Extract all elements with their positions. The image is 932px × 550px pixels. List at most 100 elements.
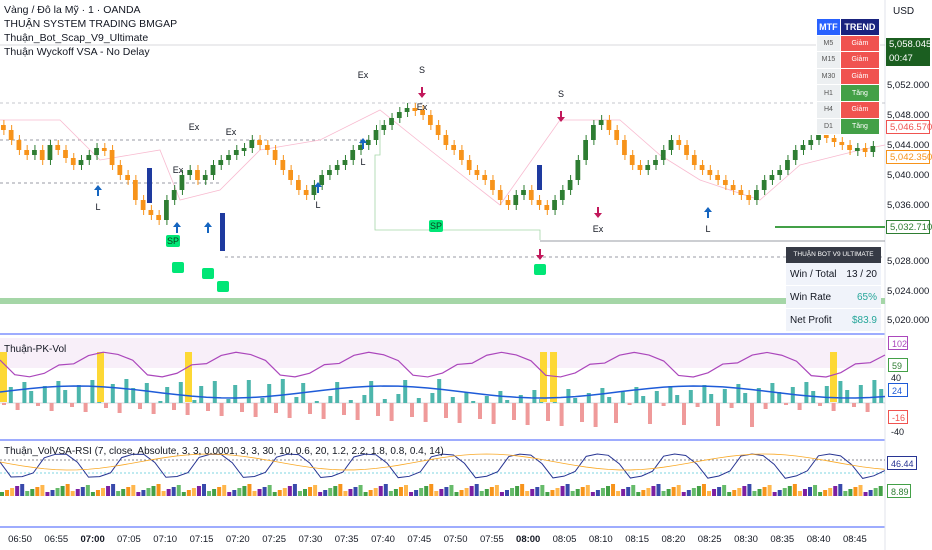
histogram-bar	[566, 389, 571, 403]
candle-body	[676, 140, 682, 145]
vsa-bar	[454, 492, 459, 496]
vsa-bar	[848, 489, 853, 496]
candle-body	[249, 140, 255, 148]
trend-cell: Giảm	[839, 34, 881, 53]
candle-body	[164, 200, 169, 220]
vsa-bar	[747, 484, 752, 496]
candle-body	[722, 180, 728, 185]
indicator1-title[interactable]: Thuận-PK-Vol	[4, 344, 67, 355]
candle-body	[854, 148, 860, 151]
price-tag-red: 5,046.570	[886, 120, 932, 134]
vsa-bar	[656, 484, 661, 496]
symbol-title[interactable]: Vàng / Đô la Mỹ · 1 · OANDA	[4, 4, 141, 16]
ind2-value: 8.89	[887, 484, 911, 498]
histogram-bar	[770, 383, 775, 403]
histogram-bar	[573, 398, 578, 403]
vsa-bar	[691, 488, 696, 496]
time-tick: 07:25	[262, 534, 286, 545]
vsa-bar	[222, 485, 227, 496]
currency-label[interactable]: USD	[893, 6, 915, 17]
win-rate-label: Win Rate	[790, 292, 832, 303]
candle-body	[226, 155, 231, 160]
candle-body	[637, 165, 643, 170]
vsa-bar	[797, 491, 802, 496]
histogram-bar	[457, 403, 462, 423]
histogram-bar	[478, 403, 482, 419]
vsa-bar	[515, 486, 520, 496]
vsa-bar	[90, 492, 95, 496]
vsa-bar	[136, 492, 141, 496]
indicator-legend[interactable]: Thuận_Bot_Scap_V9_Ultimate	[4, 32, 149, 44]
vsa-bar	[141, 490, 146, 496]
vsa-bar	[489, 487, 494, 496]
candle-body	[319, 175, 325, 185]
candle-body	[381, 125, 387, 130]
candle-body	[63, 150, 68, 158]
vsa-bar	[121, 489, 126, 496]
candle-body	[233, 150, 239, 155]
candle-body	[140, 200, 146, 210]
histogram-bar	[110, 384, 115, 403]
histogram-bar	[267, 384, 272, 403]
current-price-tag: 5,058.045	[886, 38, 931, 52]
vsa-bar	[863, 492, 868, 496]
vsa-bar	[464, 488, 469, 496]
candle-body	[171, 190, 177, 200]
vsa-histogram	[0, 484, 883, 496]
candle-body	[47, 145, 53, 160]
histogram-bar	[280, 379, 285, 403]
histogram-spike	[540, 352, 547, 402]
vsa-bar	[510, 488, 515, 496]
vsa-bar	[772, 492, 777, 496]
indicator-legend[interactable]: THUẬN SYSTEM TRADING BMGAP	[4, 18, 178, 30]
trend-header: TREND	[839, 18, 881, 36]
candle-body	[39, 150, 45, 160]
sell-arrow-icon	[557, 111, 565, 122]
vsa-bar	[474, 484, 479, 496]
ind1-value: -16	[888, 410, 908, 424]
time-tick: 08:35	[770, 534, 795, 545]
price-tag-orange: 5,042.350	[886, 150, 932, 164]
histogram-bar	[206, 403, 210, 411]
histogram-bar	[321, 403, 326, 419]
histogram-bar	[212, 381, 217, 403]
vsa-bar	[808, 487, 812, 496]
vsa-bar	[106, 486, 111, 496]
histogram-bar	[104, 403, 108, 408]
histogram-bar	[151, 403, 156, 414]
histogram-bar	[634, 387, 639, 403]
histogram-spike	[550, 352, 557, 402]
buy-arrow-icon	[173, 222, 181, 233]
time-tick: 08:15	[625, 534, 649, 545]
vsa-bar	[30, 489, 35, 496]
vsa-bar	[318, 492, 323, 496]
candle-body	[327, 170, 332, 175]
exit-label: Ex	[189, 122, 200, 132]
indicator2-title[interactable]: Thuận_VolVSA-RSI (7, close, Absolute, 3,…	[4, 446, 444, 457]
indicator-legend[interactable]: Thuận Wyckoff VSA - No Delay	[4, 46, 150, 58]
histogram-bar	[416, 398, 421, 403]
vsa-bar	[252, 491, 257, 496]
histogram-bar	[702, 385, 707, 403]
price-tag-green: 5,032.710	[886, 220, 932, 234]
vsa-bar	[666, 489, 671, 496]
vsa-bar	[555, 488, 560, 496]
histogram-bar	[233, 385, 238, 403]
vsa-bar	[802, 489, 807, 496]
candle-body	[769, 175, 775, 180]
candle-body	[202, 175, 208, 180]
vsa-bar	[212, 489, 217, 496]
histogram-bar	[226, 399, 231, 403]
candle-body	[513, 195, 519, 205]
candle-body	[544, 205, 550, 210]
time-tick: 06:55	[44, 534, 69, 545]
vsa-bar	[641, 490, 646, 496]
vsa-bar	[818, 492, 823, 496]
candle-body	[125, 175, 130, 180]
histogram-bar	[117, 403, 122, 413]
candle-body	[785, 160, 790, 170]
time-tick: 07:10	[153, 534, 178, 545]
histogram-bar	[668, 386, 673, 403]
candle-body	[537, 165, 542, 190]
